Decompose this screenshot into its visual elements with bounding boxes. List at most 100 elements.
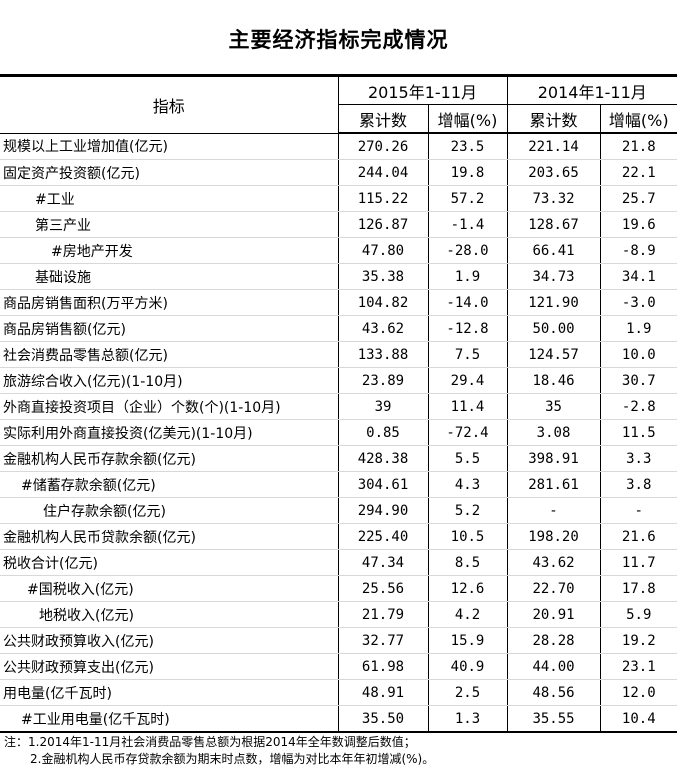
cumulative-2015: 35.38 [338,263,429,290]
growth-2014: 1.9 [600,315,677,342]
table-row: 实际利用外商直接投资(亿美元)(1-10月) 0.85 -72.4 3.08 11.5 [0,419,677,446]
growth-2015: 5.2 [428,497,508,524]
indicator-name: 基础设施 [0,263,339,290]
indicator-name: 固定资产投资额(亿元) [0,159,339,186]
growth-2015: 29.4 [428,367,508,394]
cumulative-2014: 34.73 [507,263,601,290]
growth-2015: 5.5 [428,445,508,472]
table-row: 金融机构人民币存款余额(亿元) 428.38 5.5 398.91 3.3 [0,445,677,472]
cumulative-2014: 398.91 [507,445,601,472]
table-row: 用电量(亿千瓦时) 48.91 2.5 48.56 12.0 [0,679,677,706]
cumulative-2014: 18.46 [507,367,601,394]
growth-2014: 10.4 [600,705,677,733]
indicator-name: 金融机构人民币贷款余额(亿元) [0,523,339,550]
growth-2014: 19.2 [600,627,677,654]
indicator-name: 实际利用外商直接投资(亿美元)(1-10月) [0,419,339,446]
cumulative-2014: 203.65 [507,159,601,186]
table-row: 公共财政预算支出(亿元) 61.98 40.9 44.00 23.1 [0,653,677,680]
cumulative-2014: - [507,497,601,524]
growth-2014: 5.9 [600,601,677,628]
notes: 注：1.2014年1-11月社会消费品零售总额为根据2014年全年数调整后数值；… [4,734,434,768]
cumulative-2014: 35.55 [507,705,601,733]
header-indicator: 指标 [0,74,339,134]
table-row: 商品房销售额(亿元) 43.62 -12.8 50.00 1.9 [0,315,677,342]
indicator-name: 社会消费品零售总额(亿元) [0,341,339,368]
growth-2015: 11.4 [428,393,508,420]
header-cumulative-2014: 累计数 [507,104,601,134]
table-row: 旅游综合收入(亿元)(1-10月) 23.89 29.4 18.46 30.7 [0,367,677,394]
indicator-name: 住户存款余额(亿元) [0,497,339,524]
growth-2015: 7.5 [428,341,508,368]
cumulative-2014: 44.00 [507,653,601,680]
growth-2015: 40.9 [428,653,508,680]
cumulative-2015: 61.98 [338,653,429,680]
growth-2015: -1.4 [428,211,508,238]
growth-2015: -28.0 [428,237,508,264]
growth-2014: 17.8 [600,575,677,602]
cumulative-2015: 115.22 [338,185,429,212]
indicator-name: #工业 [0,185,339,212]
cumulative-2015: 47.34 [338,549,429,576]
table-row: 地税收入(亿元) 21.79 4.2 20.91 5.9 [0,601,677,628]
growth-2015: 4.2 [428,601,508,628]
cumulative-2014: 121.90 [507,289,601,316]
indicator-name: 旅游综合收入(亿元)(1-10月) [0,367,339,394]
growth-2015: 10.5 [428,523,508,550]
cumulative-2015: 48.91 [338,679,429,706]
cumulative-2015: 270.26 [338,133,429,160]
indicator-name: 用电量(亿千瓦时) [0,679,339,706]
cumulative-2014: 48.56 [507,679,601,706]
growth-2015: 12.6 [428,575,508,602]
growth-2015: 19.8 [428,159,508,186]
cumulative-2014: 128.67 [507,211,601,238]
cumulative-2014: 22.70 [507,575,601,602]
growth-2015: -72.4 [428,419,508,446]
header-cumulative-2015: 累计数 [338,104,429,134]
indicator-name: 公共财政预算收入(亿元) [0,627,339,654]
indicator-name: #工业用电量(亿千瓦时) [0,705,339,733]
growth-2014: 12.0 [600,679,677,706]
cumulative-2015: 294.90 [338,497,429,524]
growth-2015: 2.5 [428,679,508,706]
cumulative-2015: 23.89 [338,367,429,394]
table-row: 商品房销售面积(万平方米) 104.82 -14.0 121.90 -3.0 [0,289,677,316]
growth-2014: - [600,497,677,524]
cumulative-2014: 66.41 [507,237,601,264]
indicator-name: 公共财政预算支出(亿元) [0,653,339,680]
table-row: #国税收入(亿元) 25.56 12.6 22.70 17.8 [0,575,677,602]
table-row: 规模以上工业增加值(亿元) 270.26 23.5 221.14 21.8 [0,133,677,160]
cumulative-2015: 133.88 [338,341,429,368]
growth-2014: 10.0 [600,341,677,368]
indicator-name: #国税收入(亿元) [0,575,339,602]
table-row: #工业用电量(亿千瓦时) 35.50 1.3 35.55 10.4 [0,705,677,733]
growth-2014: 30.7 [600,367,677,394]
cumulative-2014: 20.91 [507,601,601,628]
indicator-name: #储蓄存款余额(亿元) [0,471,339,498]
growth-2015: -12.8 [428,315,508,342]
subheader-row: 累计数 增幅(%) 累计数 增幅(%) [0,104,677,134]
cumulative-2014: 73.32 [507,185,601,212]
table-row: 公共财政预算收入(亿元) 32.77 15.9 28.28 19.2 [0,627,677,654]
growth-2014: 22.1 [600,159,677,186]
cumulative-2014: 281.61 [507,471,601,498]
growth-2014: 34.1 [600,263,677,290]
table-row: 税收合计(亿元) 47.34 8.5 43.62 11.7 [0,549,677,576]
header-row: 指标 2015年1-11月 2014年1-11月 [0,74,677,134]
cumulative-2014: 198.20 [507,523,601,550]
cumulative-2015: 25.56 [338,575,429,602]
growth-2014: -8.9 [600,237,677,264]
growth-2014: 25.7 [600,185,677,212]
header-growth-2015: 增幅(%) [428,104,508,134]
cumulative-2014: 221.14 [507,133,601,160]
cumulative-2015: 47.80 [338,237,429,264]
growth-2015: 8.5 [428,549,508,576]
growth-2015: 23.5 [428,133,508,160]
page-title: 主要经济指标完成情况 [228,28,449,52]
growth-2014: 11.7 [600,549,677,576]
table-row: 金融机构人民币贷款余额(亿元) 225.40 10.5 198.20 21.6 [0,523,677,550]
indicator-name: 商品房销售面积(万平方米) [0,289,339,316]
indicator-name: 税收合计(亿元) [0,549,339,576]
growth-2015: 57.2 [428,185,508,212]
cumulative-2015: 35.50 [338,705,429,733]
